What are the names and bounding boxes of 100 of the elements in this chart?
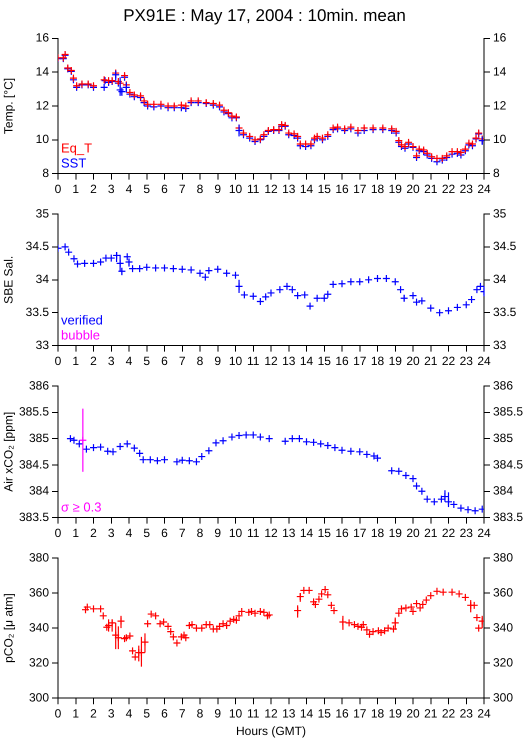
- x-tick-label: 10: [228, 354, 242, 368]
- x-tick-label: 15: [318, 706, 332, 721]
- point: [456, 504, 466, 512]
- x-tick-label: 16: [335, 354, 349, 368]
- x-tick-label: 3: [108, 706, 115, 721]
- legend-label: bubble: [61, 328, 100, 343]
- y2-tick-label: 10: [493, 132, 507, 146]
- x-tick-label: 24: [477, 354, 491, 368]
- x-tick-label: 17: [353, 354, 367, 368]
- x-tick-label: 15: [318, 354, 332, 368]
- y2-tick-label: 386: [493, 378, 514, 392]
- point: [192, 458, 201, 466]
- point: [437, 495, 446, 504]
- point: [198, 452, 206, 461]
- x-tick-label: 15: [318, 526, 332, 540]
- y-tick-label: 8: [42, 166, 50, 180]
- x-tick-label: 9: [214, 182, 222, 196]
- x-tick-label: 22: [442, 354, 456, 368]
- point: [212, 438, 220, 447]
- point: [471, 506, 480, 515]
- y2-tick-label: 33: [493, 338, 507, 352]
- x-tick-label: 3: [108, 354, 115, 368]
- x-tick-label: 21: [424, 526, 438, 540]
- x-tick-label: 22: [442, 182, 456, 196]
- x-tick-label: 7: [178, 526, 186, 540]
- point: [330, 443, 339, 452]
- y-tick-label: 385.5: [18, 404, 50, 419]
- x-tick-label: 7: [178, 706, 186, 721]
- y-tick-label: 360: [28, 585, 50, 600]
- y-tick-label: 380: [28, 550, 50, 564]
- point: [82, 445, 90, 454]
- y-axis-title: Air xCO₂ [ppm]: [2, 412, 16, 492]
- x-tick-label: 9: [214, 706, 222, 721]
- x-tick-label: 4: [126, 706, 133, 721]
- x-tick-label: 18: [370, 706, 384, 721]
- x-tick-label: 0: [54, 354, 62, 368]
- y2-tick-label: 340: [493, 620, 514, 634]
- x-tick-label: 0: [54, 706, 62, 721]
- x-tick-label: 21: [424, 354, 438, 368]
- x-tick-label: 10: [228, 526, 242, 540]
- point: [146, 456, 154, 464]
- x-tick-label: 3: [108, 526, 115, 540]
- y-tick-label: 33.5: [26, 305, 50, 320]
- point: [228, 432, 236, 442]
- point: [96, 442, 105, 452]
- x-tick-label: 8: [196, 182, 204, 196]
- x-tick-label: 24: [477, 526, 491, 540]
- point: [218, 436, 228, 445]
- x-tick-label: 11: [247, 354, 260, 368]
- x-tick-label: 11: [247, 706, 260, 721]
- x-tick-label: 13: [282, 354, 296, 368]
- x-tick-label: 6: [161, 182, 168, 196]
- x-tick-label: 17: [353, 182, 367, 196]
- point: [310, 438, 318, 446]
- x-tick-label: 0: [54, 182, 62, 196]
- y-tick-label: 386: [28, 378, 50, 392]
- y2-tick-label: 384: [493, 484, 514, 498]
- x-tick-label: 9: [214, 526, 222, 540]
- x-tick-label: 4: [126, 526, 133, 540]
- x-tick-label: 22: [442, 526, 456, 540]
- point: [316, 440, 325, 448]
- x-tick-label: 21: [424, 182, 438, 196]
- x-tick-label: 8: [196, 354, 204, 368]
- y-tick-label: 14: [36, 64, 50, 79]
- point: [430, 498, 438, 506]
- y2-tick-label: 385: [493, 430, 514, 445]
- x-tick-label: 23: [460, 354, 474, 368]
- x-tick-label: 13: [282, 706, 296, 721]
- point: [234, 431, 244, 440]
- y2-tick-label: 12: [493, 98, 507, 112]
- y-axis-title: Temp. [°C]: [2, 78, 16, 134]
- point: [324, 441, 332, 450]
- x-tick-label: 7: [178, 182, 186, 196]
- x-tick-label: 4: [126, 354, 133, 368]
- point: [172, 458, 182, 466]
- x-tick-label: 16: [335, 706, 349, 721]
- point: [402, 471, 410, 480]
- x-tick-label: 4: [126, 182, 133, 196]
- text: Eq_T: [61, 140, 92, 156]
- point: [116, 442, 124, 451]
- x-tick-label: 20: [406, 706, 420, 721]
- x-tick-label: 13: [282, 182, 296, 196]
- y-tick-label: 385: [28, 430, 50, 445]
- point: [178, 456, 186, 464]
- y2-tick-label: 320: [493, 655, 514, 670]
- point: [362, 450, 371, 459]
- x-tick-label: 19: [388, 526, 402, 540]
- x-tick-label: 2: [90, 354, 98, 368]
- point: [356, 448, 364, 456]
- y-tick-label: 34.5: [26, 239, 50, 254]
- x-tick-label: 12: [264, 354, 278, 368]
- text: σ ≥ 0.3: [61, 500, 102, 515]
- x-tick-label: 5: [143, 526, 150, 540]
- x-tick-label: 11: [247, 526, 260, 540]
- y-tick-label: 384.5: [18, 457, 50, 472]
- x-tick-label: 18: [370, 354, 384, 368]
- x-tick-label: 0: [54, 526, 62, 540]
- x-tick-label: 3: [108, 182, 115, 196]
- x-tick-label: 1: [72, 182, 80, 196]
- x-tick-label: 2: [90, 706, 98, 721]
